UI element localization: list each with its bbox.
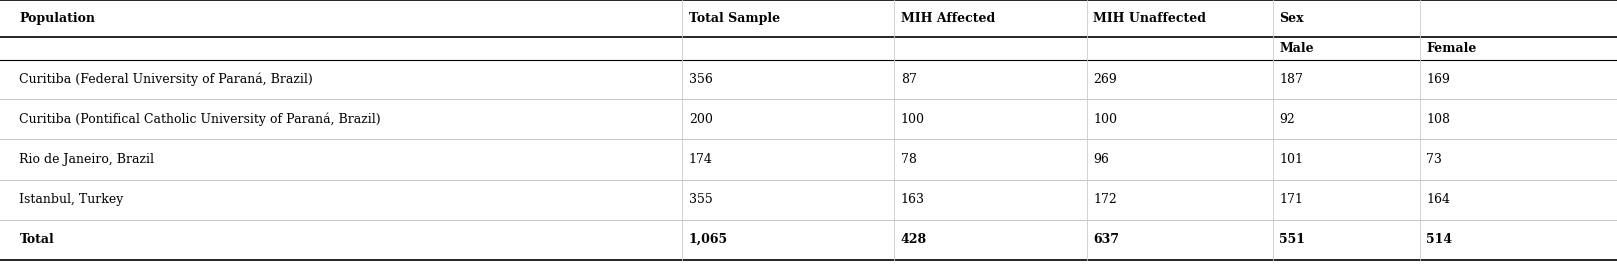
- Text: 163: 163: [901, 193, 925, 206]
- Text: Curitiba (Pontifical Catholic University of Paraná, Brazil): Curitiba (Pontifical Catholic University…: [19, 112, 382, 126]
- Text: 514: 514: [1426, 233, 1452, 246]
- Text: 428: 428: [901, 233, 927, 246]
- Text: 637: 637: [1093, 233, 1119, 246]
- Text: Female: Female: [1426, 42, 1476, 55]
- Text: 551: 551: [1279, 233, 1305, 246]
- Text: MIH Unaffected: MIH Unaffected: [1093, 12, 1206, 25]
- Text: 269: 269: [1093, 73, 1117, 86]
- Text: 1,065: 1,065: [689, 233, 728, 246]
- Text: Sex: Sex: [1279, 12, 1303, 25]
- Text: 174: 174: [689, 153, 713, 166]
- Text: 171: 171: [1279, 193, 1303, 206]
- Text: Curitiba (Federal University of Paraná, Brazil): Curitiba (Federal University of Paraná, …: [19, 73, 314, 87]
- Text: 108: 108: [1426, 113, 1450, 126]
- Text: 356: 356: [689, 73, 713, 86]
- Text: Total: Total: [19, 233, 53, 246]
- Text: 187: 187: [1279, 73, 1303, 86]
- Text: 200: 200: [689, 113, 713, 126]
- Text: Population: Population: [19, 12, 95, 25]
- Text: 87: 87: [901, 73, 917, 86]
- Text: Rio de Janeiro, Brazil: Rio de Janeiro, Brazil: [19, 153, 154, 166]
- Text: 73: 73: [1426, 153, 1442, 166]
- Text: Istanbul, Turkey: Istanbul, Turkey: [19, 193, 125, 206]
- Text: 78: 78: [901, 153, 917, 166]
- Text: 164: 164: [1426, 193, 1450, 206]
- Text: MIH Affected: MIH Affected: [901, 12, 994, 25]
- Text: 96: 96: [1093, 153, 1109, 166]
- Text: 172: 172: [1093, 193, 1117, 206]
- Text: 355: 355: [689, 193, 713, 206]
- Text: Male: Male: [1279, 42, 1313, 55]
- Text: 100: 100: [901, 113, 925, 126]
- Text: Total Sample: Total Sample: [689, 12, 779, 25]
- Text: 92: 92: [1279, 113, 1295, 126]
- Text: 100: 100: [1093, 113, 1117, 126]
- Text: 169: 169: [1426, 73, 1450, 86]
- Text: 101: 101: [1279, 153, 1303, 166]
